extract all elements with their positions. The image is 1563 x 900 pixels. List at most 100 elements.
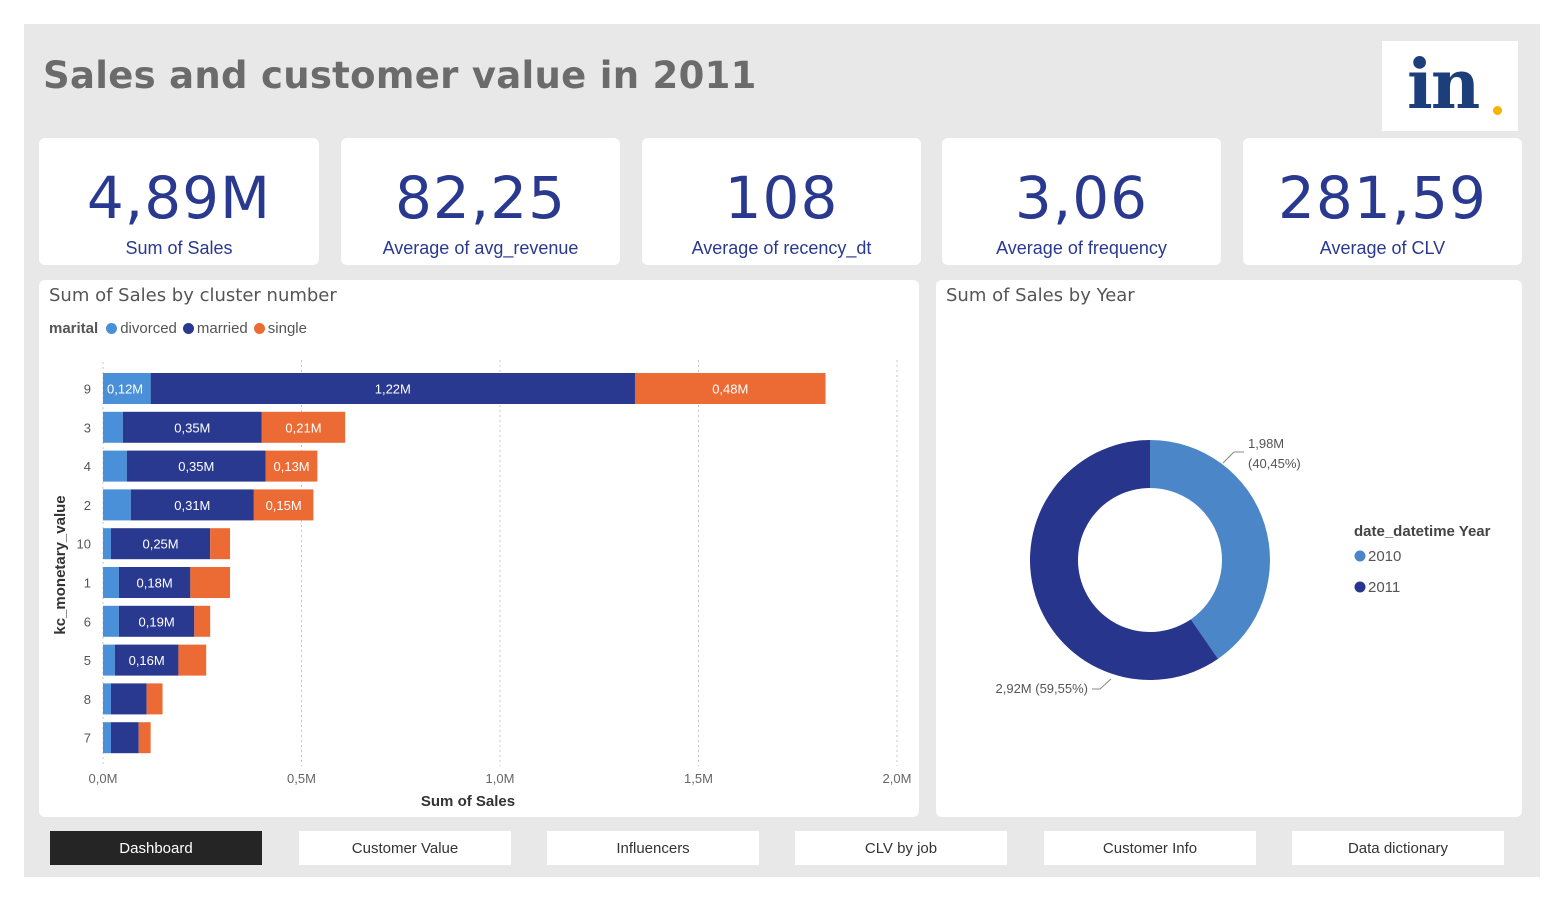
legend-dot [253, 323, 265, 334]
donut-legend-dot [1354, 581, 1366, 593]
data-label-2011: 2,92M (59,55%) [996, 681, 1089, 696]
nav-dashboard-button[interactable]: Dashboard [50, 831, 262, 865]
x-tick-label: 0,0M [89, 771, 118, 786]
x-tick-label: 2,0M [883, 771, 912, 786]
nav-clv-by-job-button[interactable]: CLV by job [795, 831, 1007, 865]
legend-dot [106, 323, 118, 334]
leader-line-2011 [1092, 678, 1112, 690]
kpi-card-avg-recency[interactable]: 108 Average of recency_dt [642, 138, 921, 265]
bar-segment-divorced [103, 489, 131, 521]
donut-legend-label: 2011 [1368, 579, 1400, 596]
kpi-label: Sum of Sales [125, 238, 233, 258]
kpi-label: Average of CLV [1319, 238, 1446, 258]
bar-segment-divorced [103, 567, 119, 598]
logo: in [1382, 41, 1518, 131]
legend-label: divorced [120, 320, 177, 337]
kpi-value: 3,06 [1014, 164, 1149, 232]
donut-chart-title: Sum of Sales by Year [946, 285, 1135, 306]
nav-data-dictionary-button[interactable]: Data dictionary [1292, 831, 1504, 865]
bar-segment-married [118, 605, 195, 637]
bar-segment-married [118, 567, 191, 598]
y-tick-label: 4 [84, 459, 91, 474]
bar-segment-divorced [103, 411, 123, 443]
donut-legend-dot [1354, 550, 1366, 562]
bar-segment-divorced [103, 605, 119, 637]
logo-dot [1493, 106, 1502, 115]
kpi-card-avg-frequency[interactable]: 3,06 Average of frequency [942, 138, 1221, 265]
bar-segment-married [110, 683, 147, 715]
bar-segment-single [178, 644, 207, 676]
legend-item-single[interactable]: single [253, 320, 307, 337]
kpi-card-sum-of-sales[interactable]: 4,89M Sum of Sales [39, 138, 319, 265]
bar-segment-married [150, 373, 635, 404]
legend-item-divorced[interactable]: divorced [106, 320, 177, 337]
legend-title: marital [49, 320, 99, 337]
legend-label: married [196, 320, 248, 337]
bar-chart-title: Sum of Sales by cluster number [49, 285, 337, 306]
bar-chart-card[interactable]: Sum of Sales by cluster number marital d… [39, 280, 919, 817]
nav-customer-value-button[interactable]: Customer Value [299, 831, 511, 865]
donut-chart-plot: 1,98M (40,45%) 2,92M (59,55%) date_datetime… [996, 436, 1491, 696]
bar-segment-single [265, 450, 318, 482]
y-tick-label: 5 [84, 653, 91, 668]
donut-slice-2010 [1150, 440, 1270, 659]
y-tick-label: 9 [84, 382, 91, 397]
kpi-value: 108 [724, 164, 839, 232]
kpi-label: Average of avg_revenue [382, 238, 579, 258]
y-tick-label: 7 [84, 731, 91, 746]
bar-segment-married [110, 528, 211, 560]
y-axis-title: kc_monetary_value [52, 495, 69, 634]
bar-data-label: 0,21M [285, 420, 321, 435]
bar-data-label: 0,12M [107, 382, 143, 397]
data-label-2010: 1,98M [1248, 436, 1284, 451]
bar-data-label: 0,18M [137, 576, 173, 591]
kpi-value: 281,59 [1278, 164, 1487, 232]
legend-item-married[interactable]: married [182, 320, 248, 337]
bar-segment-married [126, 450, 266, 482]
bar-segment-single [253, 489, 314, 521]
x-tick-label: 0,5M [287, 771, 316, 786]
bar-segment-single [261, 411, 346, 443]
x-axis-title: Sum of Sales [421, 793, 515, 810]
bar-data-label: 1,22M [375, 382, 411, 397]
legend-label: single [267, 320, 307, 337]
page-title: Sales and customer value in 2011 [43, 54, 757, 97]
logo-text: in [1407, 45, 1480, 125]
bar-segment-divorced [103, 373, 151, 404]
bar-data-label: 0,25M [142, 537, 178, 552]
y-tick-label: 3 [84, 420, 91, 435]
bar-segment-divorced [103, 528, 111, 560]
data-label-2010-percent: (40,45%) [1248, 456, 1301, 471]
y-tick-label: 10 [77, 537, 91, 552]
bar-segment-married [122, 411, 262, 443]
donut-legend-label: 2010 [1368, 548, 1401, 565]
bar-chart-plot: 0,0M 0,5M 1,0M 1,5M 2,0M Sum of Sales kc_monet… [52, 360, 912, 810]
nav-influencers-button[interactable]: Influencers [547, 831, 759, 865]
bar-data-label: 0,19M [139, 614, 175, 629]
leader-line-2010 [1222, 451, 1244, 464]
y-tick-label: 8 [84, 692, 91, 707]
bar-segment-single [138, 722, 151, 754]
donut-legend-title: date_datetime Year [1354, 523, 1491, 540]
x-tick-label: 1,0M [486, 771, 515, 786]
bar-data-label: 0,13M [274, 459, 310, 474]
bar-segment-divorced [103, 644, 115, 676]
kpi-card-avg-revenue[interactable]: 82,25 Average of avg_revenue [341, 138, 620, 265]
nav-customer-info-button[interactable]: Customer Info [1044, 831, 1256, 865]
bar-data-label: 0,48M [712, 382, 748, 397]
bar-chart-legend: marital divorced married single [49, 320, 313, 337]
dashboard-canvas: Sales and customer value in 2011 in 4,89… [24, 24, 1540, 877]
bar-data-label: 0,16M [129, 653, 165, 668]
x-tick-label: 1,5M [684, 771, 713, 786]
kpi-card-avg-clv[interactable]: 281,59 Average of CLV [1243, 138, 1522, 265]
donut-slice-2011 [1030, 440, 1219, 680]
y-tick-label: 6 [84, 614, 91, 629]
kpi-value: 82,25 [394, 164, 567, 232]
bar-segment-single [194, 605, 211, 637]
bar-segment-married [114, 644, 179, 676]
bar-segment-married [110, 722, 139, 754]
donut-chart-card[interactable]: Sum of Sales by Year 1,98M (40,45%) 2,92M … [936, 280, 1522, 817]
bar-segment-married [130, 489, 254, 521]
bar-segment-divorced [103, 450, 127, 482]
y-tick-label: 1 [84, 576, 91, 591]
